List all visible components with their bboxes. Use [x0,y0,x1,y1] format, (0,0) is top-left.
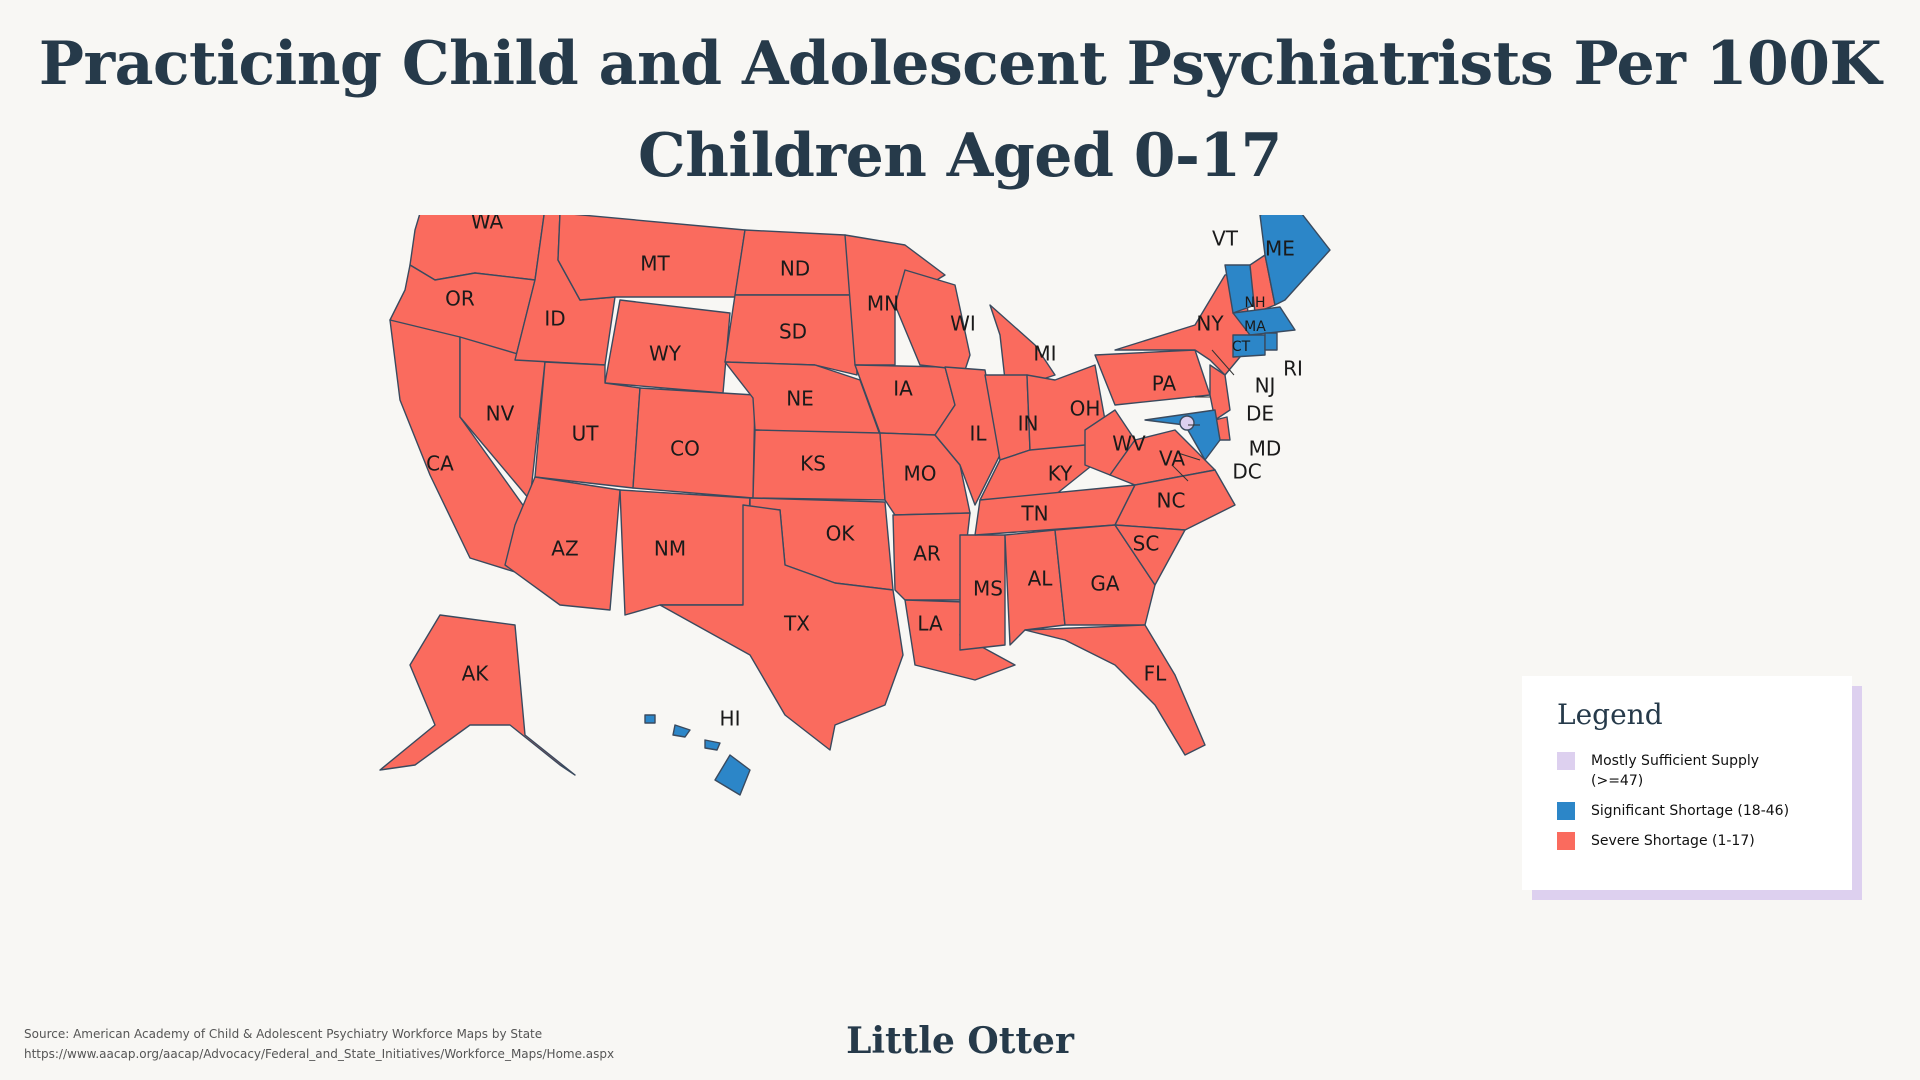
title-line-1: Practicing Child and Adolescent Psychiat… [38,29,1882,99]
page-title: Practicing Child and Adolescent Psychiat… [0,18,1920,202]
state-fl [1024,624,1206,756]
state-label-mi: MI [1033,342,1056,366]
state-nj [1209,364,1231,421]
state-label-va: VA [1159,447,1185,471]
state-label-co: CO [670,437,700,461]
legend-title: Legend [1557,698,1663,731]
legend-label-severe: Severe Shortage (1-17) [1591,833,1755,849]
state-label-id: ID [544,307,565,331]
leader-line-dc [1171,464,1189,482]
state-label-md: MD [1249,437,1282,461]
state-nc [1114,469,1236,531]
state-va [1109,429,1216,486]
state-tx [659,504,904,751]
legend-label-sufficient: Mostly Sufficient Supply (>=47) [1591,751,1759,791]
legend-item-severe: Severe Shortage (1-17) [1557,831,1817,851]
state-label-nh: NH [1245,295,1266,311]
state-label-al: AL [1028,567,1054,591]
legend-item-significant: Significant Shortage (18-46) [1557,801,1817,821]
state-label-de: DE [1246,402,1274,426]
state-label-ia: IA [893,377,913,401]
state-md [1144,409,1221,461]
state-label-pa: PA [1152,372,1177,396]
state-sd [724,294,858,376]
title-line-2: Children Aged 0-17 [638,121,1282,191]
state-ms [959,534,1006,651]
state-label-oh: OH [1070,397,1101,421]
legend-swatch-significant [1557,802,1575,820]
source-line-1: Source: American Academy of Child & Adol… [24,1027,543,1041]
state-label-dc: DC [1232,460,1261,484]
legend-swatch-sufficient [1557,752,1575,770]
us-map-svg: WA OR CA NV ID MT WY UT AZ CO NM ND SD NE KS OK TX MN IA MO… [379,215,1331,796]
state-label-in: IN [1018,412,1039,436]
state-label-ok: OK [826,522,856,546]
state-label-ut: UT [572,422,600,446]
state-label-ms: MS [973,577,1003,601]
state-label-ak: AK [462,662,490,686]
state-label-ar: AR [913,542,941,566]
state-label-ct: CT [1232,339,1251,355]
state-al [1004,529,1066,646]
state-label-me: ME [1265,237,1295,261]
state-label-ri: RI [1283,357,1303,381]
state-ar [892,512,971,601]
state-label-or: OR [445,287,475,311]
state-me [1259,215,1331,306]
source-url[interactable]: https://www.aacap.org/aacap/Advocacy/Fed… [24,1047,615,1061]
state-sc [1114,524,1186,586]
state-label-nj: NJ [1255,374,1276,398]
state-label-sd: SD [779,320,807,344]
state-label-hi: HI [720,707,741,731]
leader-line-ri [1211,349,1235,376]
state-label-ny: NY [1196,312,1224,336]
brand-logo-text: Little Otter [846,1020,1074,1062]
state-label-ca: CA [426,452,454,476]
legend-label-sufficient-range: (>=47) [1591,773,1644,789]
us-map: WA OR CA NV ID MT WY UT AZ CO NM ND SD NE KS OK TX MN IA MO… [360,215,1560,975]
state-dc [1179,415,1195,431]
legend-item-sufficient: Mostly Sufficient Supply (>=47) [1557,751,1817,791]
state-label-mn: MN [867,292,899,316]
state-label-nc: NC [1157,489,1186,513]
state-label-vt: VT [1212,227,1239,251]
legend-label-sufficient-text: Mostly Sufficient Supply [1591,753,1760,769]
state-label-tx: TX [783,612,810,636]
state-ga [1054,524,1156,626]
state-hi [644,714,751,796]
state-label-mt: MT [640,252,670,276]
legend-label-significant: Significant Shortage (18-46) [1591,803,1790,819]
state-ct [1232,334,1266,358]
state-label-wv: WV [1112,432,1146,456]
state-label-az: AZ [551,537,578,561]
state-label-ga: GA [1090,572,1119,596]
state-label-wy: WY [649,342,682,366]
state-label-ks: KS [800,452,826,476]
state-label-nd: ND [780,257,810,281]
state-label-wa: WA [471,215,504,234]
state-label-mo: MO [904,462,937,486]
state-label-nv: NV [486,402,515,426]
state-label-ne: NE [786,387,814,411]
state-ri [1264,332,1278,351]
source-note: Source: American Academy of Child & Adol… [24,1024,614,1064]
state-label-fl: FL [1144,662,1168,686]
state-label-ky: KY [1048,462,1073,486]
legend-swatch-severe [1557,832,1575,850]
state-label-tn: TN [1020,502,1048,526]
state-ma [1232,306,1296,336]
state-label-il: IL [969,422,987,446]
state-ak [379,614,576,776]
state-label-sc: SC [1133,532,1160,556]
state-label-la: LA [917,612,943,636]
state-label-nm: NM [654,537,686,561]
state-label-wi: WI [950,312,976,336]
leader-line-md [1177,452,1201,461]
legend: Legend Mostly Sufficient Supply (>=47) S… [1522,676,1852,890]
state-label-ma: MA [1244,319,1266,335]
